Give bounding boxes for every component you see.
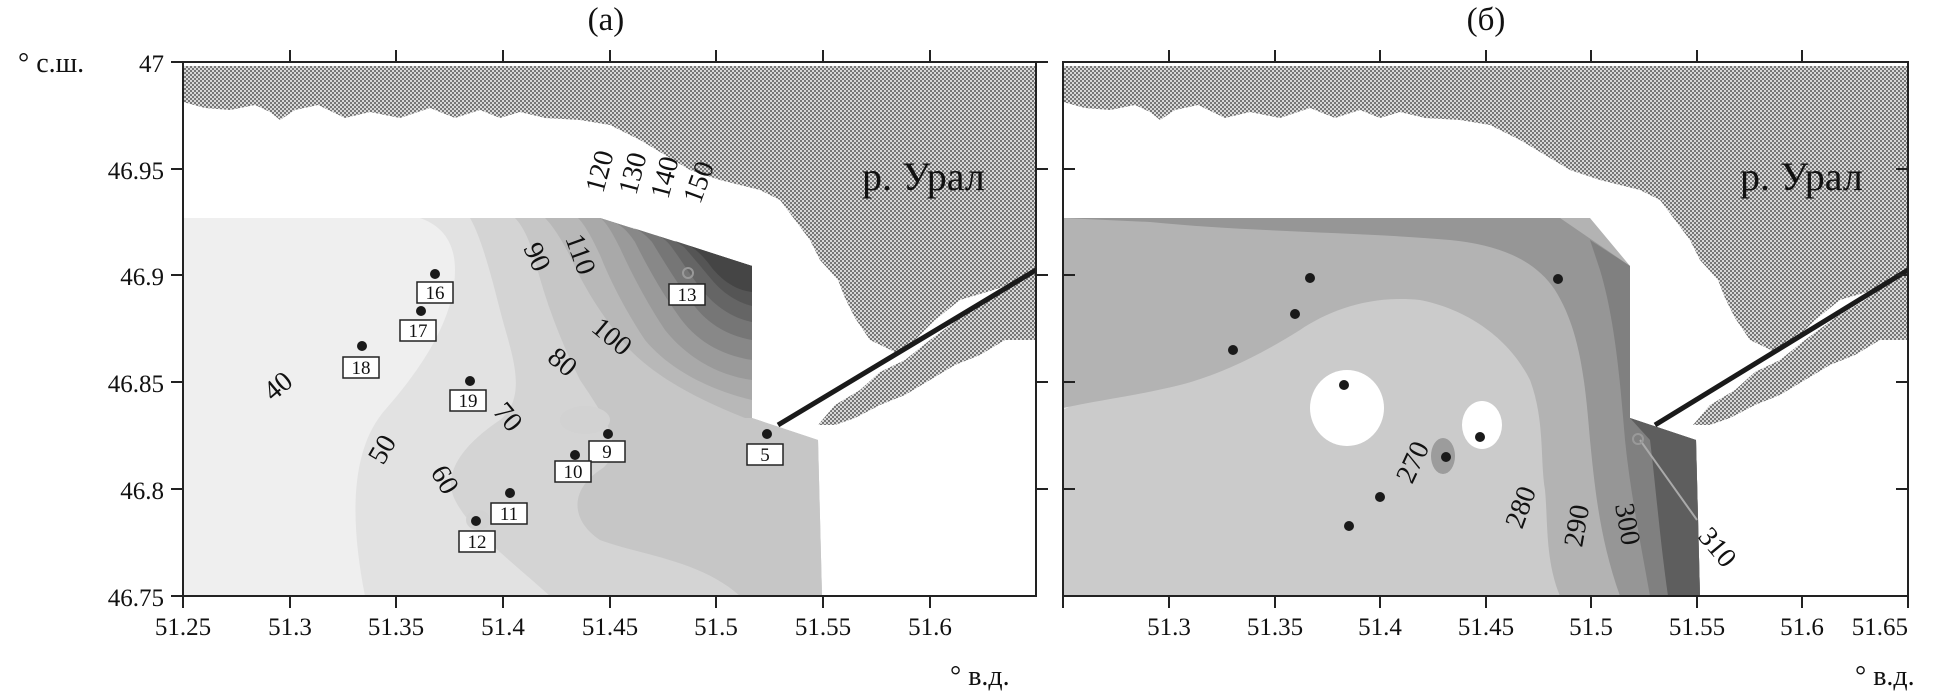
y-tick-label: 46.95 [108,158,164,185]
y-axis-unit-label: ° с.ш. [18,48,84,79]
station-box-5 [746,443,784,466]
panel-a-shipping-channel [776,267,1036,428]
panel-a-title: (а) [588,2,625,38]
station-marker-9 [603,429,613,439]
station-box-10 [554,460,592,483]
station-box-9 [588,440,626,463]
x-tick-label: 51.3 [1147,614,1191,641]
panel-a-land-east [818,270,1036,425]
panel-a-river-label: р. Урал [862,154,985,199]
panel-b-title: (б) [1467,2,1506,38]
y-tick-label: 46.9 [120,264,164,291]
panel-b-y-axis [1063,168,1908,490]
station-box-17 [399,319,437,342]
panel-b-land-north [1063,66,1908,352]
panel-a-land-north [183,66,1036,352]
panel-b-land-east [1693,270,1908,425]
station-label-13: 13 [678,285,697,306]
station-marker-5 [762,429,772,439]
station-marker [1632,433,1644,445]
station-label-16: 16 [426,283,445,304]
x-tick-label: 51.45 [1458,614,1514,641]
x-tick-label: 51.3 [268,614,312,641]
y-tick-label: 46.75 [108,585,164,612]
panel-b: (б) 270 280 290 300 310 [1062,2,1915,692]
x-tick-label: 51.6 [908,614,952,641]
station-marker-12 [471,516,481,526]
y-tick-label: 46.85 [108,371,164,398]
x-tick-label: 51.4 [481,614,525,641]
panel-b-stations [1228,273,1644,531]
station-marker [1228,345,1238,355]
fill-level-290 [1063,218,1700,596]
y-tick-label: 46.8 [120,478,164,505]
x-tick-label: 51.65 [1852,614,1908,641]
x-tick-label: 51.55 [795,614,851,641]
x-tick-label: 51.35 [368,614,424,641]
fill-level-130 [655,235,752,322]
station-box-11 [490,502,528,525]
panel-a-y-axis: 47 46.95 46.9 46.85 46.8 46.75 ° с.ш. [18,48,1048,612]
x-axis-unit-label: ° в.д. [1855,661,1915,692]
station-label-19: 19 [459,391,478,412]
station-label-18: 18 [352,358,371,379]
station-label-11: 11 [500,504,518,525]
contour-leader-310 [1639,439,1698,521]
station-marker-17 [416,306,426,316]
x-tick-label: 51.4 [1358,614,1402,641]
station-box-19 [449,389,487,412]
station-box-16 [416,281,454,304]
panel-a: (а) [18,2,1048,692]
station-marker [1553,274,1563,284]
panel-a-map: 40 50 60 70 80 90 100 110 120 130 140 15… [183,62,1036,596]
y-tick-label: 47 [139,51,164,78]
fill-level-150 [690,246,752,292]
panel-b-x-axis: 51.3 51.35 51.4 51.45 51.5 51.55 51.6 51… [1062,50,1915,692]
x-axis-unit-label: ° в.д. [950,661,1010,692]
panel-a-x-axis: 51.25 51.3 51.35 51.4 51.45 51.5 51.55 5… [155,50,1010,692]
station-box-18 [342,356,380,379]
station-marker-16 [430,269,440,279]
x-tick-label: 51.25 [155,614,211,641]
fill-low-center [1310,370,1384,446]
x-tick-label: 51.5 [694,614,738,641]
station-marker [1475,432,1485,442]
fill-level-310 [1630,418,1700,596]
station-label-10: 10 [564,462,583,483]
fill-local-9 [560,406,610,434]
contour-label-290: 290 [1558,502,1596,549]
station-marker-10 [570,450,580,460]
panel-b-contour-fills [1063,218,1700,596]
station-marker-19 [465,376,475,386]
fill-level-140 [675,241,752,306]
fill-level-280 [1063,218,1700,596]
station-label-17: 17 [409,321,428,342]
x-tick-label: 51.35 [1247,614,1303,641]
station-marker-18 [357,341,367,351]
station-label-5: 5 [760,445,770,466]
station-marker [1441,452,1451,462]
station-box-12 [458,530,496,553]
x-tick-label: 51.6 [1780,614,1824,641]
station-marker [1305,273,1315,283]
contour-label-300: 300 [1608,501,1646,548]
x-tick-label: 51.5 [1569,614,1613,641]
panel-b-map: 270 280 290 300 310 р. Урал [1063,62,1908,596]
station-marker [1375,492,1385,502]
station-marker [1339,380,1349,390]
x-tick-label: 51.55 [1669,614,1725,641]
panel-b-river-label: р. Урал [1740,154,1863,199]
panel-b-shipping-channel [1653,267,1908,428]
station-label-9: 9 [602,442,612,463]
station-marker [1344,521,1354,531]
panel-a-stations: 5 9 10 11 12 13 16 [342,267,784,553]
station-marker [1290,309,1300,319]
station-box-13 [668,283,706,306]
x-tick-label: 51.45 [582,614,638,641]
station-label-12: 12 [468,532,487,553]
station-marker-11 [505,488,515,498]
fill-low-right [1462,401,1502,449]
station-marker-13 [682,267,694,279]
